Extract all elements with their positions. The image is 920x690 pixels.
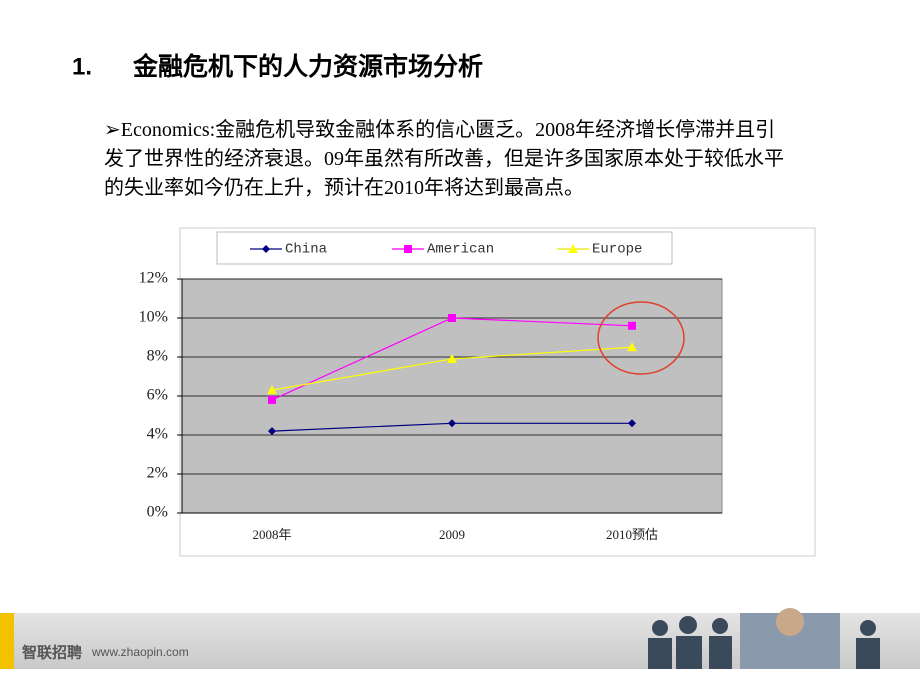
y-tick-label: 6%	[147, 387, 168, 404]
x-tick-label: 2009	[439, 527, 465, 542]
footer-stripe	[0, 613, 14, 669]
legend-marker	[404, 245, 412, 253]
marker	[627, 342, 637, 352]
y-tick-label: 0%	[147, 504, 168, 521]
y-tick-label: 10%	[139, 309, 168, 326]
y-tick-label: 2%	[147, 465, 168, 482]
y-tick-label: 12%	[139, 270, 168, 287]
heading-number: 1.	[72, 53, 92, 80]
marker	[268, 395, 276, 404]
marker	[448, 419, 456, 428]
heading-title: 金融危机下的人力资源市场分析	[132, 52, 483, 81]
highlight-circle	[597, 301, 685, 375]
marker	[267, 385, 277, 395]
footer-url: www.zhaopin.com	[91, 645, 189, 659]
marker	[448, 314, 456, 322]
legend-marker	[568, 244, 578, 253]
paragraph: ➢Economics:金融危机导致金融体系的信心匮乏。2008年经济增长停滞并且…	[104, 119, 784, 199]
footer-people	[648, 608, 880, 669]
legend-box	[216, 231, 673, 265]
legend-marker	[262, 245, 270, 253]
legend-label: Europe	[592, 242, 642, 258]
legend-label: China	[285, 242, 327, 258]
footer-brand: 智联招聘	[22, 644, 82, 662]
marker	[628, 419, 636, 428]
marker	[447, 353, 457, 363]
legend-label: American	[427, 242, 494, 258]
x-tick-label: 2010预估	[606, 527, 658, 542]
y-tick-label: 8%	[147, 348, 168, 365]
x-tick-label: 2008年	[252, 527, 291, 542]
y-tick-label: 4%	[147, 426, 168, 443]
marker	[268, 427, 276, 436]
chart: 0% 2% 4% 6% 8% 10% 12% 2008年 2009 2010预估 China Amer…	[139, 242, 722, 542]
marker	[628, 321, 636, 330]
